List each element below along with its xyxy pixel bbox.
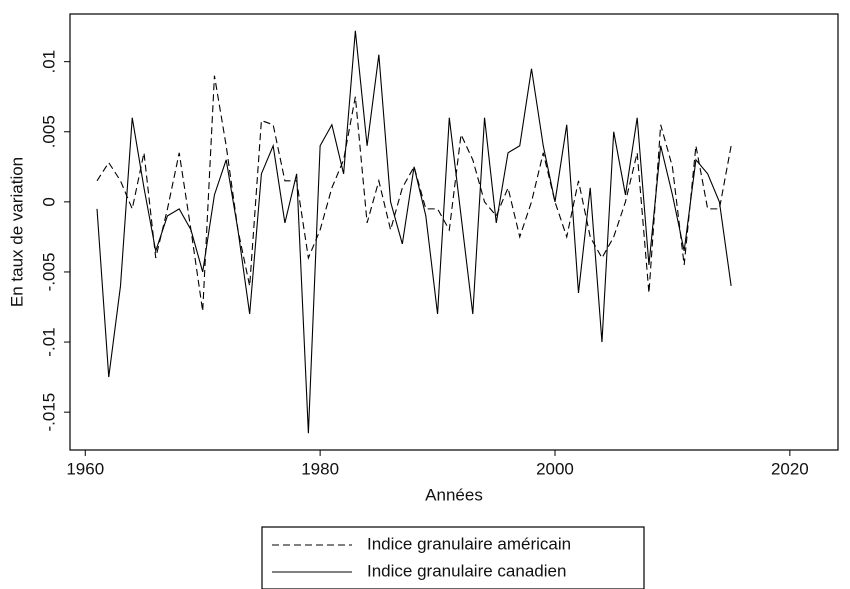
series-line [96, 75, 732, 312]
y-tick-label: -.015 [39, 393, 58, 432]
legend-box [261, 526, 645, 589]
plot-frame [69, 13, 839, 451]
y-tick-label: .005 [39, 115, 58, 148]
x-tick-label: 2000 [536, 459, 574, 478]
x-axis-label: Années [425, 485, 483, 504]
legend-label: Indice granulaire américain [367, 534, 571, 553]
x-tick-label: 1980 [301, 459, 339, 478]
y-tick-label: -.005 [39, 253, 58, 292]
x-tick-label: 2020 [771, 459, 809, 478]
x-tick-label: 1960 [66, 459, 104, 478]
legend-label: Indice granulaire canadien [367, 561, 566, 580]
y-tick-label: .01 [39, 50, 58, 74]
y-tick-label: -.01 [39, 327, 58, 356]
y-tick-label: 0 [39, 197, 58, 206]
series-line [96, 30, 732, 434]
y-axis-label: En taux de variation [7, 157, 26, 307]
